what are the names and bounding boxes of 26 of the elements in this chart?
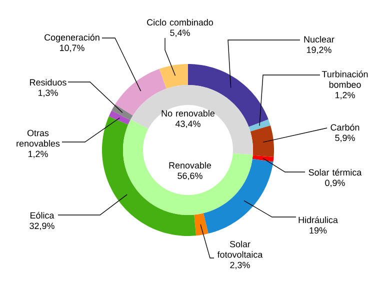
data-label: 32,9% bbox=[30, 222, 54, 230]
data-label: 19,2% bbox=[306, 46, 332, 54]
slice-label: Ciclo combinado bbox=[147, 18, 213, 26]
data-label: 5,4% bbox=[170, 30, 190, 38]
slice-label: Carbón bbox=[330, 124, 360, 131]
data-label: 5,9% bbox=[335, 134, 355, 142]
slice-label: Eólica bbox=[30, 212, 54, 219]
slice-label: Hidráulica bbox=[298, 216, 338, 224]
slice-label: Residuos bbox=[30, 78, 66, 86]
data-label: 1,3% bbox=[38, 90, 58, 98]
data-label: 1,2% bbox=[28, 150, 48, 158]
slice-label: Otras renovables bbox=[16, 130, 60, 147]
data-label: 1,2% bbox=[335, 92, 355, 100]
data-label: 43,4% bbox=[175, 120, 200, 128]
slice-label: Nuclear bbox=[304, 36, 334, 43]
slice-label: No renovable bbox=[162, 110, 215, 117]
data-label: 19% bbox=[310, 227, 327, 234]
data-label: 56,6% bbox=[178, 172, 202, 180]
slice-label: Solar fotovoltaica bbox=[217, 240, 263, 258]
slice-label: Cogeneración bbox=[44, 34, 100, 42]
slice-label: Renovable bbox=[169, 162, 212, 169]
slice-label: Solar térmica bbox=[308, 168, 362, 176]
slice-label: Turbinación bombeo bbox=[322, 70, 368, 88]
data-label: 2,3% bbox=[230, 262, 250, 270]
data-label: 10,7% bbox=[60, 44, 84, 52]
data-label: 0,9% bbox=[325, 180, 345, 188]
